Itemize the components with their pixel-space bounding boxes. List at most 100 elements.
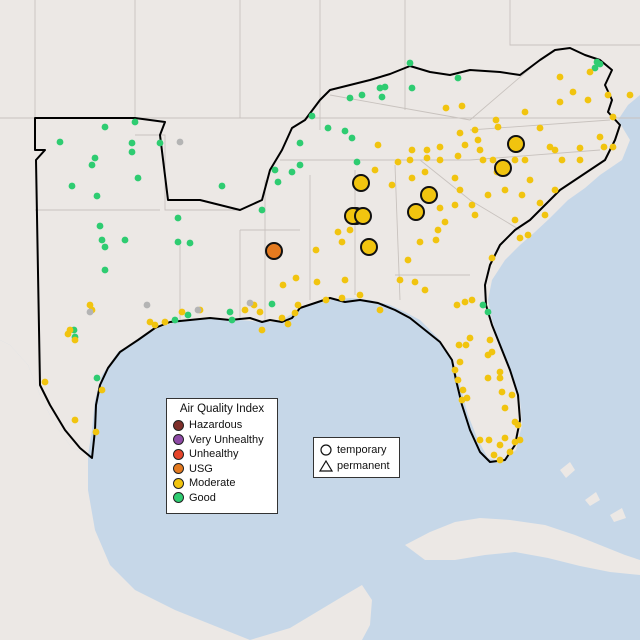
station-marker[interactable] [496,368,504,376]
station-marker[interactable] [388,181,396,189]
station-marker[interactable] [479,156,487,164]
station-marker[interactable] [474,136,482,144]
station-marker[interactable] [436,156,444,164]
station-marker[interactable] [521,156,529,164]
station-marker[interactable] [279,281,287,289]
station-marker[interactable] [96,222,104,230]
station-marker[interactable] [288,168,296,176]
station-marker[interactable] [494,123,502,131]
temporary-station-marker[interactable] [407,203,425,221]
station-marker[interactable] [394,158,402,166]
station-marker[interactable] [404,256,412,264]
station-marker[interactable] [71,336,79,344]
station-marker[interactable] [184,311,192,319]
station-marker[interactable] [454,152,462,160]
station-marker[interactable] [558,156,566,164]
station-marker[interactable] [408,146,416,154]
station-marker[interactable] [381,83,389,91]
station-marker[interactable] [258,326,266,334]
station-marker[interactable] [511,438,519,446]
station-marker[interactable] [101,266,109,274]
station-marker[interactable] [471,211,479,219]
station-marker[interactable] [456,186,464,194]
station-marker[interactable] [468,201,476,209]
station-marker[interactable] [334,228,342,236]
station-marker[interactable] [146,318,154,326]
station-marker[interactable] [586,68,594,76]
station-marker[interactable] [396,276,404,284]
station-marker[interactable] [484,308,492,316]
station-marker[interactable] [338,238,346,246]
station-marker[interactable] [476,436,484,444]
station-marker[interactable] [541,211,549,219]
station-marker[interactable] [421,168,429,176]
station-marker[interactable] [484,191,492,199]
station-marker[interactable] [591,64,599,72]
station-marker[interactable] [576,144,584,152]
station-marker[interactable] [358,91,366,99]
station-marker[interactable] [271,166,279,174]
station-marker[interactable] [596,133,604,141]
station-marker[interactable] [551,186,559,194]
station-marker[interactable] [313,278,321,286]
station-marker[interactable] [346,94,354,102]
station-marker[interactable] [228,316,236,324]
station-marker[interactable] [278,314,286,322]
station-marker[interactable] [174,214,182,222]
station-marker[interactable] [101,243,109,251]
station-marker[interactable] [551,146,559,154]
station-marker[interactable] [486,336,494,344]
station-marker[interactable] [508,391,516,399]
station-marker[interactable] [338,294,346,302]
temporary-station-marker[interactable] [360,238,378,256]
station-marker[interactable] [536,199,544,207]
station-marker[interactable] [371,166,379,174]
station-marker[interactable] [501,186,509,194]
station-marker[interactable] [584,96,592,104]
station-marker[interactable] [41,378,49,386]
station-marker[interactable] [496,441,504,449]
station-marker[interactable] [511,156,519,164]
station-marker[interactable] [488,254,496,262]
station-marker[interactable] [536,124,544,132]
station-marker[interactable] [292,274,300,282]
station-marker[interactable] [501,404,509,412]
station-marker[interactable] [284,320,292,328]
station-marker[interactable] [479,301,487,309]
station-marker[interactable] [556,98,564,106]
station-marker[interactable] [511,216,519,224]
station-marker[interactable] [609,113,617,121]
station-marker[interactable] [490,451,498,459]
station-marker[interactable] [341,127,349,135]
station-marker[interactable] [88,161,96,169]
station-marker[interactable] [423,146,431,154]
station-marker[interactable] [322,296,330,304]
station-marker[interactable] [609,143,617,151]
station-marker[interactable] [485,436,493,444]
station-marker[interactable] [468,296,476,304]
station-marker[interactable] [556,73,564,81]
station-marker[interactable] [569,88,577,96]
station-marker[interactable] [128,139,136,147]
station-marker[interactable] [241,306,249,314]
station-marker[interactable] [546,143,554,151]
station-marker[interactable] [432,236,440,244]
station-marker[interactable] [463,394,471,402]
station-marker[interactable] [626,91,634,99]
station-marker[interactable] [514,421,522,429]
station-marker[interactable] [576,156,584,164]
station-marker[interactable] [423,154,431,162]
temporary-station-marker[interactable] [265,242,283,260]
temporary-station-marker[interactable] [494,159,512,177]
station-marker[interactable] [406,156,414,164]
station-marker[interactable] [156,139,164,147]
station-marker[interactable] [456,358,464,366]
station-marker[interactable] [86,301,94,309]
station-marker[interactable] [408,84,416,92]
station-marker[interactable] [176,138,184,146]
station-marker[interactable] [466,334,474,342]
station-marker[interactable] [128,148,136,156]
station-marker[interactable] [353,158,361,166]
station-marker[interactable] [442,104,450,112]
